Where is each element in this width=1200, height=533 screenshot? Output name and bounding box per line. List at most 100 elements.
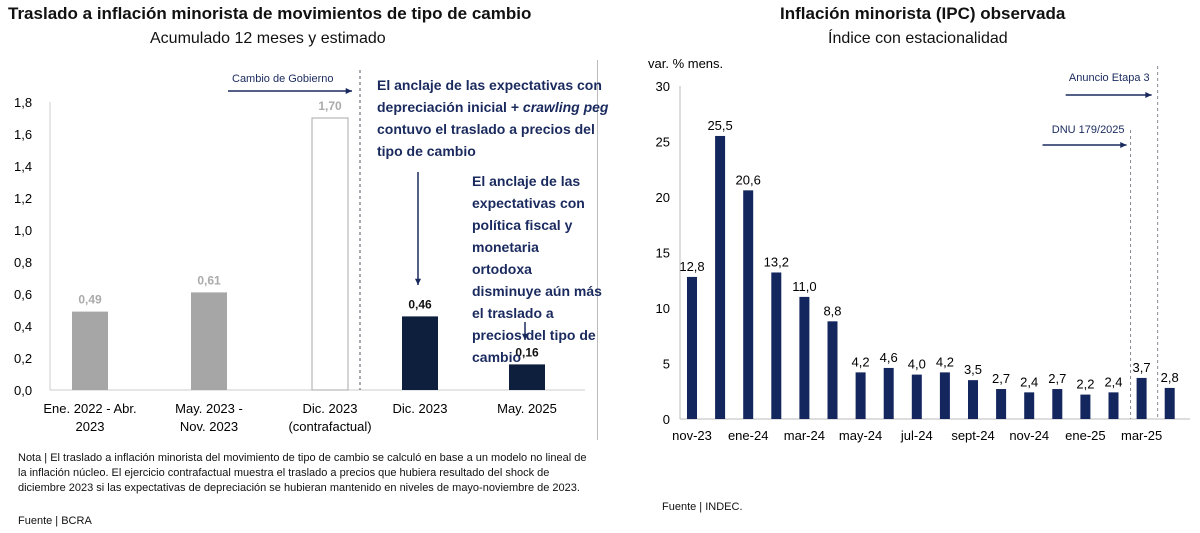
x-tick-label: ene-24 <box>728 428 768 443</box>
x-tick-label: may-24 <box>839 428 882 443</box>
data-label: 8,8 <box>823 303 841 318</box>
y-tick-label: 0,6 <box>14 287 32 302</box>
right-source: Fuente | INDEC. <box>662 501 743 513</box>
y-tick-label: 1,8 <box>14 95 32 110</box>
y-tick-label: 0,8 <box>14 255 32 270</box>
right-subtitle: Índice con estacionalidad <box>828 30 1008 47</box>
x-tick-label: May. 2023 - <box>175 401 243 416</box>
annotation-italic: crawling peg <box>522 99 609 115</box>
bar <box>771 272 782 419</box>
y-tick-label: 0,0 <box>14 383 32 398</box>
bar <box>968 380 978 419</box>
bar <box>1052 389 1063 419</box>
data-label: 2,8 <box>1161 370 1179 385</box>
y-tick-label: 0 <box>663 412 670 427</box>
data-label: 4,0 <box>908 357 926 372</box>
bar <box>1024 392 1035 419</box>
annotation-text: El anclaje de las expectativas con depre… <box>377 77 602 115</box>
data-label: 1,70 <box>318 99 342 113</box>
bar <box>883 367 894 419</box>
left-chart: 0,0 0,2 0,4 0,6 0,8 1,0 1,2 1,4 1,6 1,8 0,49 Ene. 2… <box>14 70 585 434</box>
bar <box>1080 394 1091 419</box>
bar <box>911 374 922 419</box>
data-label: 25,5 <box>707 118 732 133</box>
bar <box>1136 377 1147 419</box>
arrow-may-2025-head <box>521 333 529 340</box>
data-label: 0,61 <box>197 273 221 287</box>
annotation-crawling-peg: El anclaje de las expectativas con depre… <box>377 74 622 162</box>
left-note: Nota | El traslado a inflación minorista… <box>18 452 587 494</box>
y-tick-label: 15 <box>656 246 670 261</box>
data-label: 3,7 <box>1133 360 1151 375</box>
x-tick-label: nov-24 <box>1009 428 1049 443</box>
arrow-dic-2023-head <box>414 278 422 285</box>
bar <box>1108 392 1119 419</box>
x-tick-label: Dic. 2023 <box>393 401 448 416</box>
annotation-dnu-label: DNU 179/2025 <box>1052 124 1125 136</box>
data-label: 0,46 <box>408 297 432 311</box>
bar <box>311 117 349 391</box>
y-tick-label: 5 <box>663 357 670 372</box>
data-label: 11,0 <box>792 279 816 294</box>
x-tick-label: nov-23 <box>672 428 712 443</box>
bar <box>687 276 697 419</box>
y-tick-label: 1,0 <box>14 223 32 238</box>
data-label: 0,49 <box>78 293 102 307</box>
left-subtitle: Acumulado 12 meses y estimado <box>150 30 386 47</box>
y-tick-label: 25 <box>656 135 670 150</box>
y-tick-label: 30 <box>656 79 670 94</box>
data-label: 2,4 <box>1104 374 1122 389</box>
data-label: 12,8 <box>679 259 704 274</box>
data-label: 2,2 <box>1076 377 1094 392</box>
y-tick-label: 10 <box>656 301 670 316</box>
data-label: 0,16 <box>515 345 539 359</box>
left-source: Fuente | BCRA <box>18 515 92 527</box>
x-tick-label: mar-25 <box>1121 428 1162 443</box>
annotation-fiscal: El anclaje de las expectativas con polít… <box>472 173 602 365</box>
annotation-text: contuvo el traslado a precios del tipo d… <box>377 121 595 159</box>
right-chart: var. % mens. 0 5 10 15 20 25 30 12,8 nov-23 25,5 20… <box>648 56 1190 443</box>
data-label: 2,7 <box>1048 371 1066 386</box>
data-label: 4,2 <box>936 354 954 369</box>
x-tick-label: jul-24 <box>900 428 933 443</box>
x-tick-label: ene-25 <box>1065 428 1105 443</box>
y-tick-label: 0,4 <box>14 319 32 334</box>
x-tick-label: May. 2025 <box>497 401 557 416</box>
data-label: 4,2 <box>852 354 870 369</box>
x-tick-label: sept-24 <box>951 428 994 443</box>
right-title: Inflación minorista (IPC) observada <box>780 4 1066 23</box>
data-label: 13,2 <box>764 254 789 269</box>
y-tick-label: 1,2 <box>14 191 32 206</box>
annotation-etapa-label: Anuncio Etapa 3 <box>1069 72 1150 84</box>
bar <box>509 364 545 390</box>
annotation-gov-label: Cambio de Gobierno <box>232 73 334 85</box>
etapa-arrow-head <box>1145 91 1152 99</box>
bar <box>1164 387 1175 419</box>
bar <box>402 316 438 390</box>
x-tick-label: Nov. 2023 <box>180 419 238 434</box>
bar <box>743 190 754 419</box>
bar <box>72 311 108 390</box>
left-title: Traslado a inflación minorista de movimi… <box>8 4 532 23</box>
bar <box>191 292 227 390</box>
data-label: 20,6 <box>736 172 761 187</box>
bar <box>827 321 838 419</box>
y-tick-label: 1,4 <box>14 159 32 174</box>
x-tick-label: Ene. 2022 - Abr. <box>43 401 136 416</box>
y-tick-label: 0,2 <box>14 351 32 366</box>
bar <box>715 135 726 419</box>
gov-arrow-head <box>345 87 352 95</box>
bar <box>939 372 950 419</box>
x-tick-label: (contrafactual) <box>288 419 371 434</box>
data-label: 3,5 <box>964 362 982 377</box>
dnu-arrow-head <box>1120 141 1127 149</box>
y-tick-label: 20 <box>656 190 670 205</box>
panel-divider <box>597 60 598 440</box>
x-tick-label: mar-24 <box>784 428 825 443</box>
y-axis-label: var. % mens. <box>648 56 723 71</box>
y-tick-label: 1,6 <box>14 127 32 142</box>
data-label: 4,6 <box>880 350 898 365</box>
bar <box>855 372 866 419</box>
bar <box>799 296 810 419</box>
x-tick-label: 2023 <box>76 419 105 434</box>
